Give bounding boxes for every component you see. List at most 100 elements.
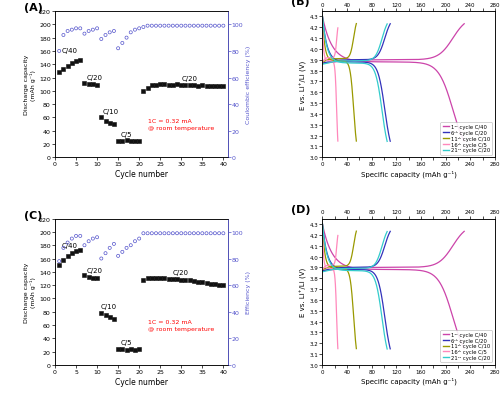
Point bbox=[152, 231, 160, 237]
Point bbox=[190, 83, 198, 89]
Point bbox=[118, 249, 126, 255]
Point bbox=[173, 23, 181, 30]
Point bbox=[60, 67, 68, 73]
Point bbox=[140, 25, 147, 31]
Point bbox=[131, 139, 139, 145]
Point bbox=[135, 236, 143, 242]
Point bbox=[148, 275, 156, 281]
Text: C/20: C/20 bbox=[182, 76, 198, 82]
Point bbox=[76, 57, 84, 64]
Text: C/40: C/40 bbox=[62, 242, 78, 248]
Point bbox=[202, 84, 210, 90]
Point bbox=[194, 231, 202, 237]
Point bbox=[215, 84, 223, 90]
Point bbox=[55, 258, 63, 265]
Point bbox=[152, 82, 160, 89]
Point bbox=[89, 275, 97, 281]
Point bbox=[215, 231, 223, 237]
Point bbox=[169, 276, 177, 283]
Text: 1C = 0.32 mA: 1C = 0.32 mA bbox=[148, 319, 192, 324]
X-axis label: Cycle number: Cycle number bbox=[115, 377, 168, 386]
Point bbox=[131, 239, 139, 245]
Text: (D): (D) bbox=[292, 205, 311, 215]
Point bbox=[127, 30, 135, 36]
Point bbox=[64, 63, 72, 70]
Point bbox=[198, 23, 206, 30]
Point bbox=[194, 23, 202, 30]
Text: C/5: C/5 bbox=[120, 339, 132, 345]
Point bbox=[164, 276, 172, 283]
Point bbox=[68, 236, 76, 242]
Point bbox=[80, 31, 88, 38]
Point bbox=[164, 83, 172, 89]
Point bbox=[76, 247, 84, 253]
Point bbox=[76, 233, 84, 239]
Point bbox=[98, 310, 106, 316]
Point bbox=[93, 82, 101, 89]
Y-axis label: Coulombic efficiency (%): Coulombic efficiency (%) bbox=[246, 46, 251, 124]
Text: C/10: C/10 bbox=[100, 303, 116, 309]
Point bbox=[144, 86, 152, 92]
Point bbox=[169, 231, 177, 237]
Point bbox=[64, 29, 72, 35]
Point bbox=[160, 82, 168, 88]
Point bbox=[186, 231, 194, 237]
Point bbox=[198, 83, 206, 89]
Text: @ room temperature: @ room temperature bbox=[148, 326, 214, 331]
Point bbox=[211, 282, 219, 288]
Point bbox=[148, 231, 156, 237]
Point bbox=[127, 139, 135, 145]
Point bbox=[190, 278, 198, 285]
Point bbox=[140, 231, 147, 237]
Point bbox=[114, 253, 122, 259]
Point bbox=[206, 84, 214, 90]
Point bbox=[186, 83, 194, 89]
Y-axis label: Discharge capacity
(mAh g⁻¹): Discharge capacity (mAh g⁻¹) bbox=[24, 262, 36, 322]
Point bbox=[220, 23, 228, 30]
Point bbox=[110, 241, 118, 247]
Text: C/20: C/20 bbox=[173, 270, 189, 276]
Point bbox=[135, 138, 143, 144]
Point bbox=[76, 26, 84, 32]
Point bbox=[173, 82, 181, 88]
Point bbox=[211, 231, 219, 237]
Point bbox=[68, 27, 76, 34]
Point bbox=[211, 84, 219, 90]
Point bbox=[89, 236, 97, 242]
Point bbox=[156, 275, 164, 282]
Point bbox=[110, 122, 118, 128]
Text: 1C = 0.32 mA: 1C = 0.32 mA bbox=[148, 119, 192, 124]
Text: (A): (A) bbox=[24, 3, 43, 13]
Text: C/20: C/20 bbox=[86, 75, 102, 81]
Point bbox=[84, 82, 92, 88]
Point bbox=[64, 240, 72, 246]
Point bbox=[182, 23, 190, 30]
Point bbox=[102, 250, 110, 257]
Point bbox=[118, 138, 126, 144]
Point bbox=[152, 275, 160, 281]
Point bbox=[202, 231, 210, 237]
Point bbox=[220, 231, 228, 237]
Point bbox=[72, 59, 80, 65]
Point bbox=[106, 120, 114, 127]
Point bbox=[182, 277, 190, 284]
Point bbox=[60, 33, 68, 39]
Text: @ room temperature: @ room temperature bbox=[148, 126, 214, 130]
Point bbox=[178, 231, 186, 237]
Point bbox=[84, 29, 92, 35]
Point bbox=[118, 41, 126, 47]
Point bbox=[122, 346, 130, 353]
Point bbox=[93, 235, 101, 241]
Point bbox=[80, 242, 88, 249]
Point bbox=[144, 275, 152, 281]
X-axis label: Specific capacity (mAh g⁻¹): Specific capacity (mAh g⁻¹) bbox=[361, 377, 456, 384]
Point bbox=[110, 29, 118, 35]
Point bbox=[220, 282, 228, 289]
Y-axis label: E vs. Li⁺/Li (V): E vs. Li⁺/Li (V) bbox=[300, 61, 307, 109]
Point bbox=[164, 23, 172, 30]
Text: (C): (C) bbox=[24, 211, 42, 220]
Text: C/10: C/10 bbox=[102, 109, 118, 115]
Point bbox=[186, 23, 194, 30]
Point bbox=[60, 257, 68, 263]
Point bbox=[72, 233, 80, 239]
